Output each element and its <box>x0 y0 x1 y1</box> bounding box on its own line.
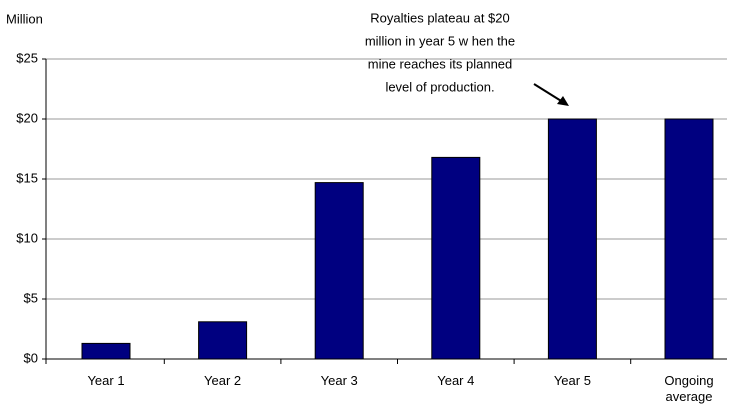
y-tick-label: $20 <box>16 110 38 125</box>
annotation-arrowhead <box>557 96 569 106</box>
x-tick-label: Ongoing average <box>664 373 714 404</box>
annotation-text: Royalties plateau at $20 <box>370 10 509 25</box>
x-tick-label: Year 4 <box>437 373 475 388</box>
x-tick-label: Year 2 <box>204 373 242 388</box>
x-tick-label: Year 5 <box>553 373 591 388</box>
x-tick-label: Year 3 <box>320 373 358 388</box>
bar <box>431 156 481 360</box>
bar <box>81 342 131 360</box>
y-tick-label: $5 <box>24 290 38 305</box>
annotation-text: mine reaches its planned <box>368 56 513 71</box>
annotation-text: million in year 5 w hen the <box>365 33 515 48</box>
bar <box>547 118 597 360</box>
bar <box>664 118 714 360</box>
y-tick-label: $0 <box>24 350 38 365</box>
y-tick-label: $25 <box>16 50 38 65</box>
annotation-text: level of production. <box>385 79 494 94</box>
bar <box>198 321 248 360</box>
bar <box>314 182 364 360</box>
y-tick-label: $10 <box>16 230 38 245</box>
x-tick-label: Year 1 <box>87 373 125 388</box>
y-axis-label: Million <box>6 11 43 26</box>
y-tick-label: $15 <box>16 170 38 185</box>
